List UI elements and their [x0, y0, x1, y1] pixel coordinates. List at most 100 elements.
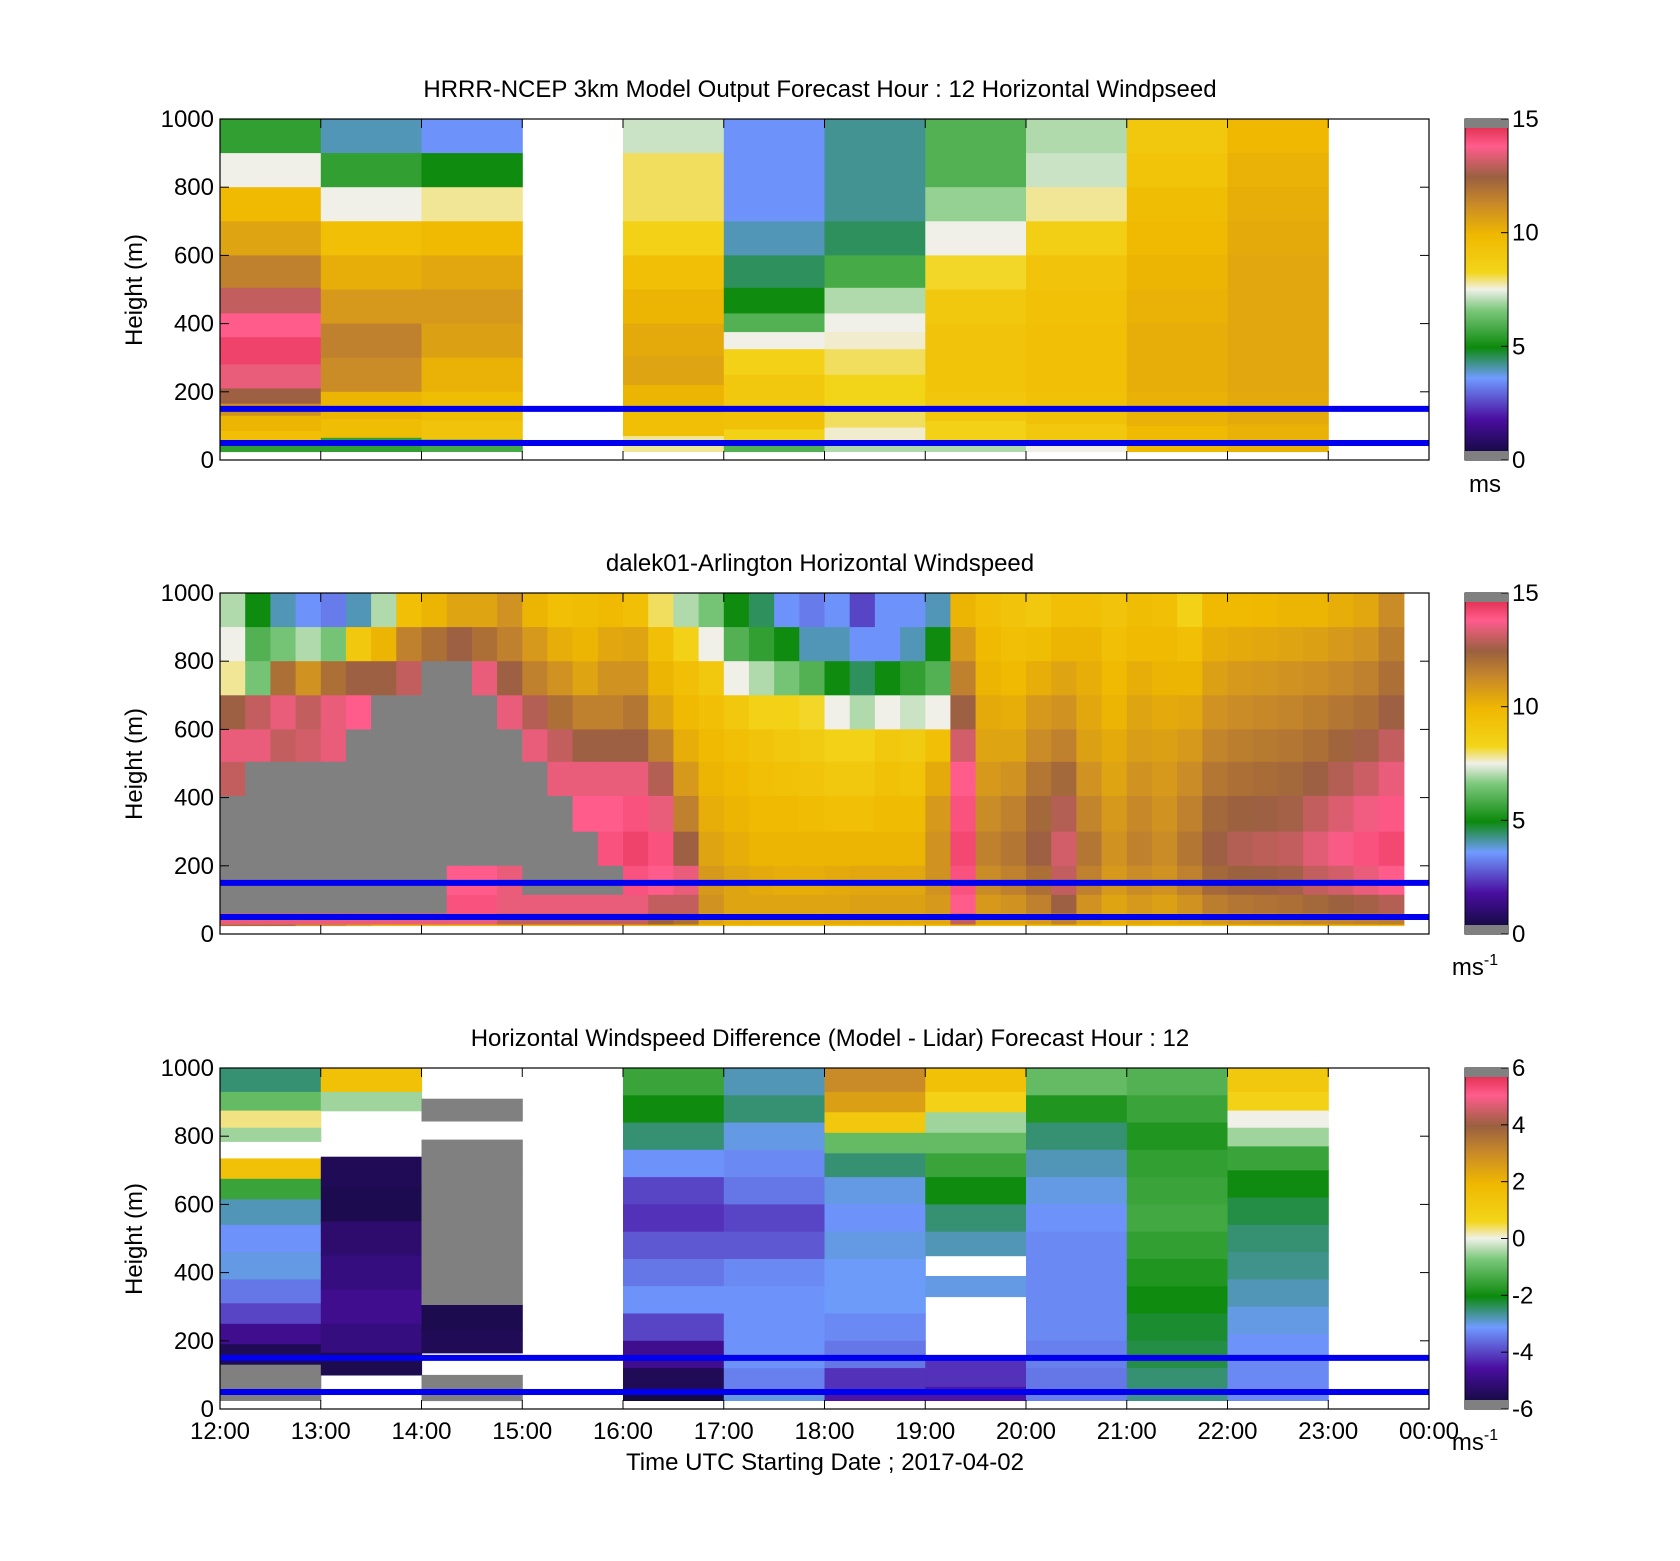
heatmap-cell [421, 187, 523, 222]
heatmap-cell [220, 1344, 322, 1366]
heatmap-cell [245, 831, 271, 867]
heatmap-cell [1252, 661, 1279, 696]
heatmap-cell [1126, 695, 1153, 730]
y-axis-label: Height (m) [121, 234, 148, 346]
heatmap-cell [1303, 894, 1329, 915]
heatmap-cell [900, 593, 926, 628]
heatmap-cell [824, 1340, 926, 1369]
heatmap-cell [295, 795, 322, 833]
heatmap-cell [295, 627, 322, 662]
heatmap-cell [824, 831, 851, 867]
colorbar-tick-label: 0 [1512, 447, 1525, 474]
colorbar-tick-label: 6 [1512, 1055, 1525, 1082]
x-axis-ticks: 12:00 13:00 14:00 15:00 16:00 17:00 18:00 19:00… [190, 1068, 1459, 1445]
heatmap-cell [723, 695, 750, 730]
heatmap-cell [245, 661, 271, 696]
heatmap-cell [220, 119, 322, 154]
heatmap-cell [925, 119, 1027, 154]
heatmap-cell [1177, 627, 1203, 662]
reference-lines [220, 879, 1429, 920]
heatmap-cell [1126, 323, 1229, 359]
heatmap-cell [975, 627, 1002, 662]
heatmap-cell [1026, 153, 1128, 188]
heatmap-cell [925, 1177, 1027, 1205]
y-tick-label: 1000 [161, 106, 214, 133]
heatmap-cell [345, 831, 372, 867]
heatmap-cell [1303, 695, 1329, 730]
heatmap-cell [1026, 593, 1052, 628]
heatmap-cell [1126, 1368, 1229, 1391]
heatmap-cell [925, 1357, 1027, 1388]
heatmap-cell [748, 695, 775, 730]
heatmap-cell [270, 894, 297, 915]
heatmap-cell [925, 627, 952, 662]
heatmap-cell [900, 627, 926, 662]
heatmap-cell [572, 761, 599, 797]
heatmap-cell [774, 661, 800, 696]
heatmap-cell [925, 1204, 1027, 1233]
heatmap-cell [975, 831, 1002, 867]
heatmap-cell [1227, 255, 1329, 291]
heatmap-cell [849, 831, 876, 867]
heatmap-cell [320, 1156, 423, 1188]
heatmap-cell [925, 1276, 1027, 1298]
heatmap-cell [824, 761, 851, 797]
heatmap-cell [270, 695, 297, 730]
heatmap-cell [1328, 695, 1355, 730]
reference-lines [220, 1354, 1429, 1395]
heatmap-cell [723, 119, 826, 154]
colorbar-tick-label: 2 [1512, 1169, 1525, 1196]
heatmap-cell [648, 795, 674, 833]
heatmap-cell [396, 729, 423, 763]
heatmap-cell [950, 795, 977, 833]
heatmap-cell [925, 661, 952, 696]
heatmap-cell [1328, 924, 1355, 927]
heatmap-cell [723, 1368, 826, 1391]
heatmap-cell [421, 1374, 523, 1402]
heatmap-cell [1000, 661, 1027, 696]
heatmap-cell [623, 221, 725, 256]
heatmap-cell [220, 364, 322, 389]
heatmap-cell [1126, 1259, 1229, 1287]
heatmap-cell [1227, 1170, 1329, 1199]
heatmap-cell [421, 661, 448, 696]
heatmap-cell [1227, 289, 1329, 325]
heatmap-cell [1076, 894, 1103, 915]
panel-title: HRRR-NCEP 3km Model Output Forecast Hour… [423, 76, 1216, 103]
heatmap-cell [648, 593, 674, 628]
heatmap-cell [900, 695, 926, 730]
x-tick-label: 18:00 [794, 1418, 854, 1445]
heatmap-cell [723, 831, 750, 867]
heatmap-cell [421, 729, 448, 763]
heatmap-cell [597, 729, 624, 763]
heatmap-cell [1378, 729, 1405, 763]
heatmap-cell [572, 831, 599, 867]
x-tick-label: 20:00 [996, 1418, 1056, 1445]
heatmap-cell [673, 894, 700, 915]
heatmap-cell [446, 795, 473, 833]
heatmap-cell [673, 795, 700, 833]
heatmap-cells [220, 593, 1405, 927]
heatmap-cell [1227, 1091, 1329, 1112]
heatmap-cell [320, 1323, 423, 1354]
heatmap-cell [874, 894, 901, 915]
colorbar-tick-label: 0 [1512, 1226, 1525, 1253]
heatmap-cell [1353, 831, 1380, 867]
heatmap-cell [270, 924, 297, 927]
heatmap-cell [421, 1139, 523, 1171]
heatmap-cell [799, 661, 826, 696]
heatmap-cell [824, 1390, 926, 1401]
heatmap-cell [824, 255, 926, 289]
heatmap-cell [1378, 695, 1405, 730]
heatmap-cell [371, 661, 397, 696]
heatmap-cell [950, 761, 977, 797]
colorbar-cap [1465, 1400, 1508, 1409]
heatmap-cell [623, 289, 725, 325]
heatmap-cell [446, 661, 473, 696]
heatmap-cell [1328, 894, 1355, 915]
heatmap-cell [320, 661, 347, 696]
heatmap-cell [723, 1177, 826, 1205]
heatmap-cell [925, 441, 1027, 452]
heatmap-cell [1126, 425, 1229, 453]
heatmap-cell [874, 729, 901, 763]
